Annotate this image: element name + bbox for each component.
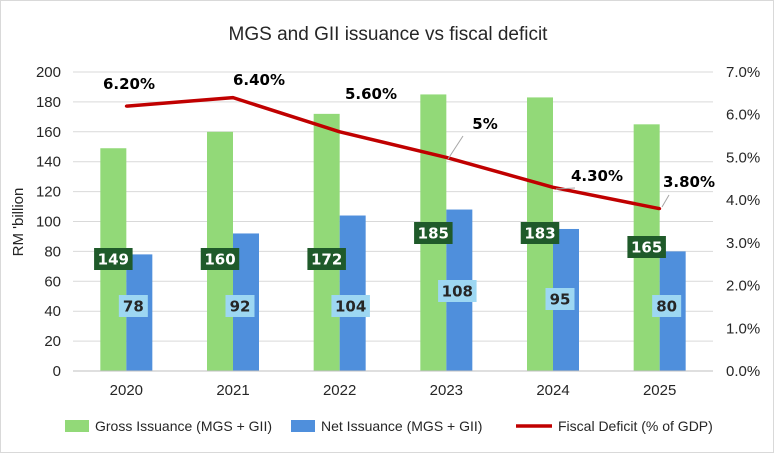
gross-label-box xyxy=(200,248,240,270)
deficit-value-label: 5% xyxy=(472,115,497,133)
gross-label-box xyxy=(307,248,346,270)
net-value-label: 95 xyxy=(550,291,571,309)
x-tick-label: 2021 xyxy=(216,382,249,399)
fiscal-deficit-point xyxy=(231,96,235,100)
y2-tick-label: 3.0% xyxy=(726,235,760,252)
y2-tick-label: 7.0% xyxy=(726,64,760,81)
y-tick-label: 40 xyxy=(44,303,61,320)
y-tick-label: 120 xyxy=(36,184,61,201)
x-tick-label: 2023 xyxy=(430,382,463,399)
axes: 0 20 40 60 80 100 120 140 160 180 200 0.0% 1.0% 2.0% 3… xyxy=(36,64,760,399)
y-tick-label: 200 xyxy=(36,64,61,81)
gross-label-box xyxy=(94,248,133,270)
legend: Gross Issuance (MGS + GII) Net Issuance (… xyxy=(65,418,713,434)
y-tick-label: 100 xyxy=(36,214,61,231)
x-tick-label: 2025 xyxy=(643,382,676,399)
y-tick-label: 60 xyxy=(44,273,61,290)
y2-tick-label: 6.0% xyxy=(726,107,760,124)
legend-label: Gross Issuance (MGS + GII) xyxy=(95,418,272,434)
legend-label: Net Issuance (MGS + GII) xyxy=(321,418,482,434)
net-issuance-bar xyxy=(339,215,366,371)
deficit-leader-line xyxy=(661,194,670,208)
gross-issuance-bar xyxy=(313,113,340,372)
gross-value-label: 183 xyxy=(524,225,555,243)
legend-swatch xyxy=(65,420,89,432)
net-label-box xyxy=(331,295,370,317)
x-tick-label: 2024 xyxy=(536,382,569,399)
net-value-label: 108 xyxy=(442,283,473,301)
gross-label-box xyxy=(520,222,560,244)
data-labels: 149 160 172 185 183 165 78 92 104 108 95 80 6.20% 6.4… xyxy=(94,71,715,317)
gross-label-box xyxy=(627,236,666,258)
y2-tick-label: 1.0% xyxy=(726,320,760,337)
fiscal-deficit-point xyxy=(551,185,555,189)
y2-tick-label: 2.0% xyxy=(726,278,760,295)
y2-tick-label: 4.0% xyxy=(726,192,760,209)
deficit-value-label: 5.60% xyxy=(345,85,397,103)
legend-label: Fiscal Deficit (% of GDP) xyxy=(558,418,713,434)
gross-value-label: 160 xyxy=(204,251,235,269)
net-label-box xyxy=(545,288,575,310)
y-axis-title: RM 'billion xyxy=(10,188,27,257)
gridlines xyxy=(73,71,713,342)
fiscal-deficit-point xyxy=(338,130,342,134)
x-tick-label: 2020 xyxy=(110,382,143,399)
gross-value-label: 185 xyxy=(418,225,449,243)
deficit-leader-line xyxy=(447,135,464,160)
gross-label-box xyxy=(414,222,453,244)
fiscal-deficit-point xyxy=(658,207,662,211)
deficit-line-layer xyxy=(124,95,662,211)
deficit-value-label: 3.80% xyxy=(663,173,715,191)
y-tick-label: 140 xyxy=(36,154,61,171)
y2-tick-label: 0.0% xyxy=(726,363,760,380)
deficit-value-label: 4.30% xyxy=(571,167,623,185)
net-label-box xyxy=(438,280,477,302)
fiscal-deficit-point xyxy=(124,104,128,108)
fiscal-deficit-line xyxy=(126,95,661,211)
gross-value-label: 172 xyxy=(311,251,342,269)
net-value-label: 92 xyxy=(230,298,251,316)
net-label-box xyxy=(118,295,148,317)
deficit-value-label: 6.40% xyxy=(233,71,285,89)
chart-title: MGS and GII issuance vs fiscal deficit xyxy=(229,24,549,45)
x-tick-label: 2022 xyxy=(323,382,356,399)
net-label-box xyxy=(225,295,255,317)
y-tick-label: 0 xyxy=(53,363,61,380)
deficit-value-label: 6.20% xyxy=(103,75,155,93)
net-label-box xyxy=(652,295,682,317)
legend-swatch xyxy=(291,420,315,432)
net-value-label: 78 xyxy=(123,298,144,316)
y-tick-label: 180 xyxy=(36,94,61,111)
net-value-label: 80 xyxy=(656,298,677,316)
fiscal-deficit-point xyxy=(444,155,448,159)
y-tick-label: 160 xyxy=(36,124,61,141)
y2-tick-label: 5.0% xyxy=(726,149,760,166)
bars xyxy=(100,94,686,372)
gross-value-label: 149 xyxy=(98,251,129,269)
net-value-label: 104 xyxy=(335,298,366,316)
y-tick-label: 80 xyxy=(44,243,61,260)
gross-value-label: 165 xyxy=(631,239,662,257)
deficit-leader-line xyxy=(555,187,576,190)
y-tick-label: 20 xyxy=(44,333,61,350)
